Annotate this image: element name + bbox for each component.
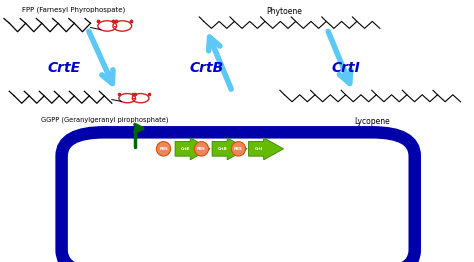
FancyBboxPatch shape	[62, 132, 415, 262]
Text: CrtI: CrtI	[332, 61, 360, 75]
Text: RBS: RBS	[234, 147, 243, 151]
Ellipse shape	[231, 141, 246, 156]
FancyBboxPatch shape	[212, 138, 247, 160]
Ellipse shape	[156, 141, 171, 156]
Text: CrtE: CrtE	[181, 147, 190, 151]
Text: CrtE: CrtE	[47, 61, 81, 75]
Text: Phytoene: Phytoene	[266, 7, 302, 15]
Text: CrtB: CrtB	[218, 147, 228, 151]
Text: CrtI: CrtI	[255, 147, 263, 151]
Text: CrtB: CrtB	[189, 61, 223, 75]
Text: Lycopene: Lycopene	[354, 117, 390, 125]
Text: RBS: RBS	[159, 147, 168, 151]
Text: FPP (Farnesyl Phyrophospate): FPP (Farnesyl Phyrophospate)	[22, 7, 125, 13]
FancyBboxPatch shape	[248, 138, 283, 160]
FancyBboxPatch shape	[175, 138, 210, 160]
Text: RBS: RBS	[197, 147, 206, 151]
Ellipse shape	[194, 141, 209, 156]
Text: GGPP (Geranylgeranyl pirophosphate): GGPP (Geranylgeranyl pirophosphate)	[41, 117, 168, 123]
